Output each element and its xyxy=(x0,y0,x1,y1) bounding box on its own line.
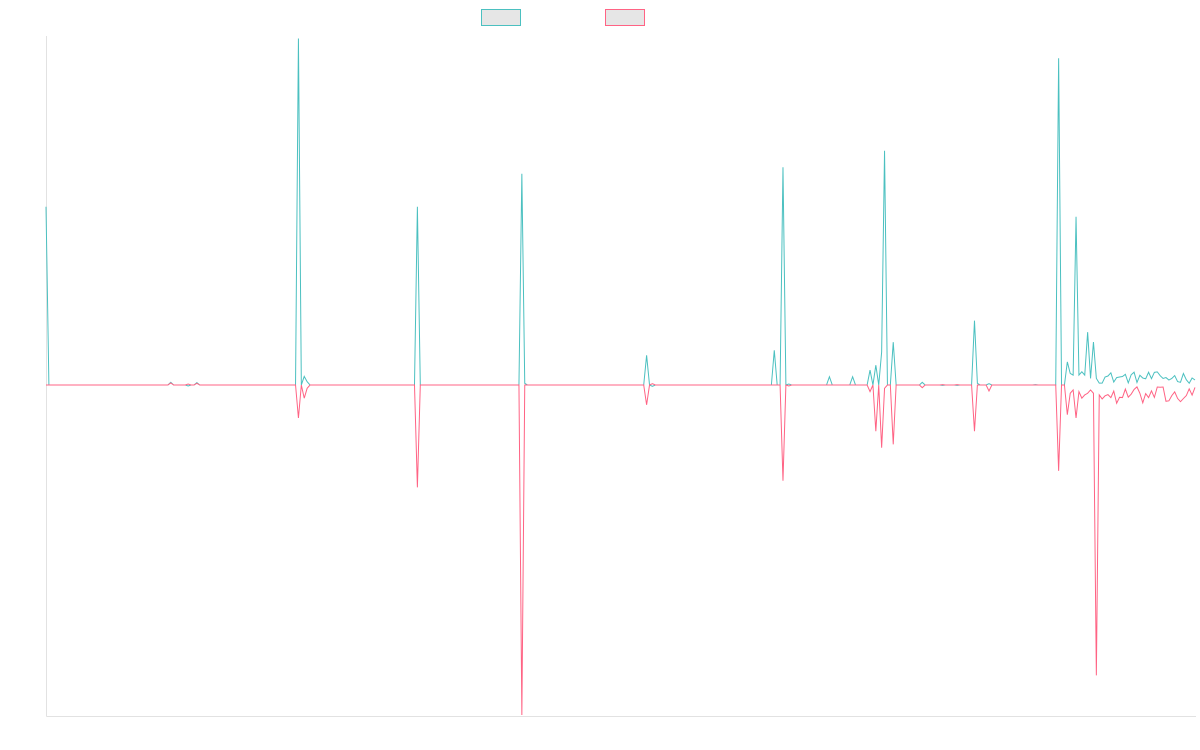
series-group xyxy=(45,38,1196,716)
series-line-2 xyxy=(46,382,1196,716)
series-line-1 xyxy=(45,38,1196,387)
plot-area xyxy=(45,36,1196,717)
legend-swatch-2[interactable] xyxy=(605,9,645,26)
legend-swatch-1[interactable] xyxy=(481,9,521,26)
legend xyxy=(481,9,645,26)
